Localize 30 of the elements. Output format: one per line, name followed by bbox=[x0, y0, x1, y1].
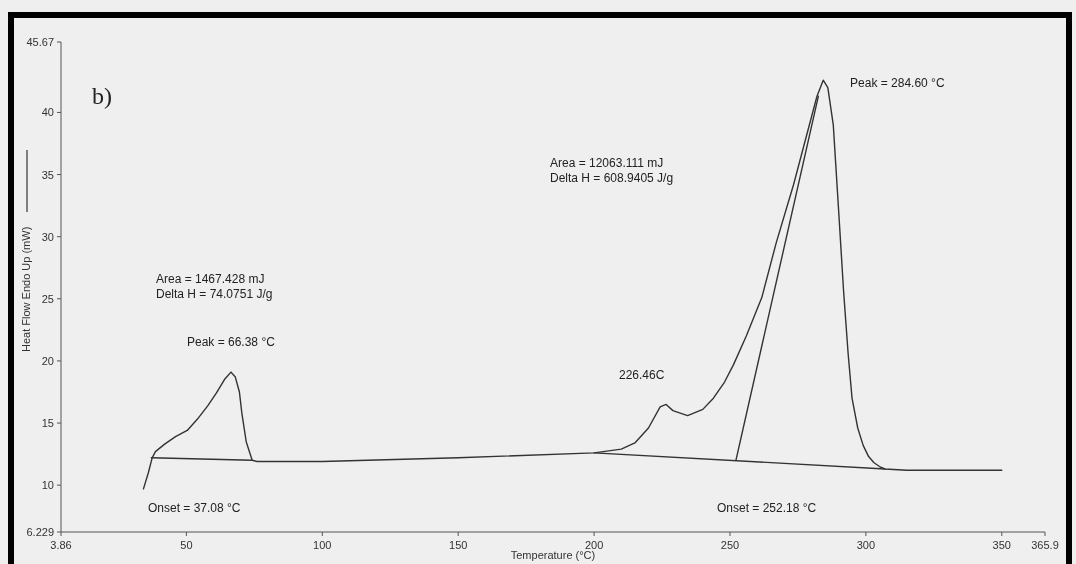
y-tick-label: 35 bbox=[41, 168, 54, 181]
y-tick-label: 45.67 bbox=[26, 36, 54, 48]
y-tick-label: 10 bbox=[41, 479, 54, 492]
annotation: Delta H = 608.9405 J/g bbox=[550, 171, 674, 185]
y-tick-label: 15 bbox=[41, 417, 54, 430]
annotation: 226.46C bbox=[619, 368, 665, 383]
y-tick-label: 20 bbox=[41, 354, 54, 367]
y-axis-title: Heat Flow Endo Up (mW) bbox=[20, 226, 32, 352]
x-tick-label: 50 bbox=[180, 539, 193, 551]
annotation: Peak = 66.38 °C bbox=[187, 335, 276, 350]
annotation: Area = 1467.428 mJ bbox=[156, 272, 265, 286]
annotation: Onset = 37.08 °C bbox=[148, 501, 241, 515]
x-tick-label: 100 bbox=[313, 539, 332, 551]
y-tick-label: 30 bbox=[41, 230, 54, 243]
x-tick-label: 250 bbox=[720, 539, 740, 551]
x-tick-label: 3.86 bbox=[50, 539, 72, 551]
y-tick-label: 25 bbox=[41, 292, 54, 305]
x-tick-label: 200 bbox=[584, 539, 604, 551]
annotation: b) bbox=[92, 83, 112, 109]
x-tick-label: 300 bbox=[856, 539, 876, 551]
annotation: Area = 12063.111 mJ bbox=[550, 156, 664, 170]
y-tick-label: 6.229 bbox=[26, 526, 54, 538]
x-tick-label: 350 bbox=[992, 539, 1011, 551]
annotation: Delta H = 74.0751 J/g bbox=[156, 287, 273, 301]
x-axis-title: Temperature (°C) bbox=[510, 549, 596, 561]
x-tick-label: 150 bbox=[449, 539, 468, 551]
annotation: Onset = 252.18 °C bbox=[717, 501, 817, 515]
y-tick-label: 40 bbox=[41, 106, 54, 119]
x-tick-label: 365.9 bbox=[1031, 539, 1059, 551]
annotation: Peak = 284.60 °C bbox=[850, 76, 945, 91]
